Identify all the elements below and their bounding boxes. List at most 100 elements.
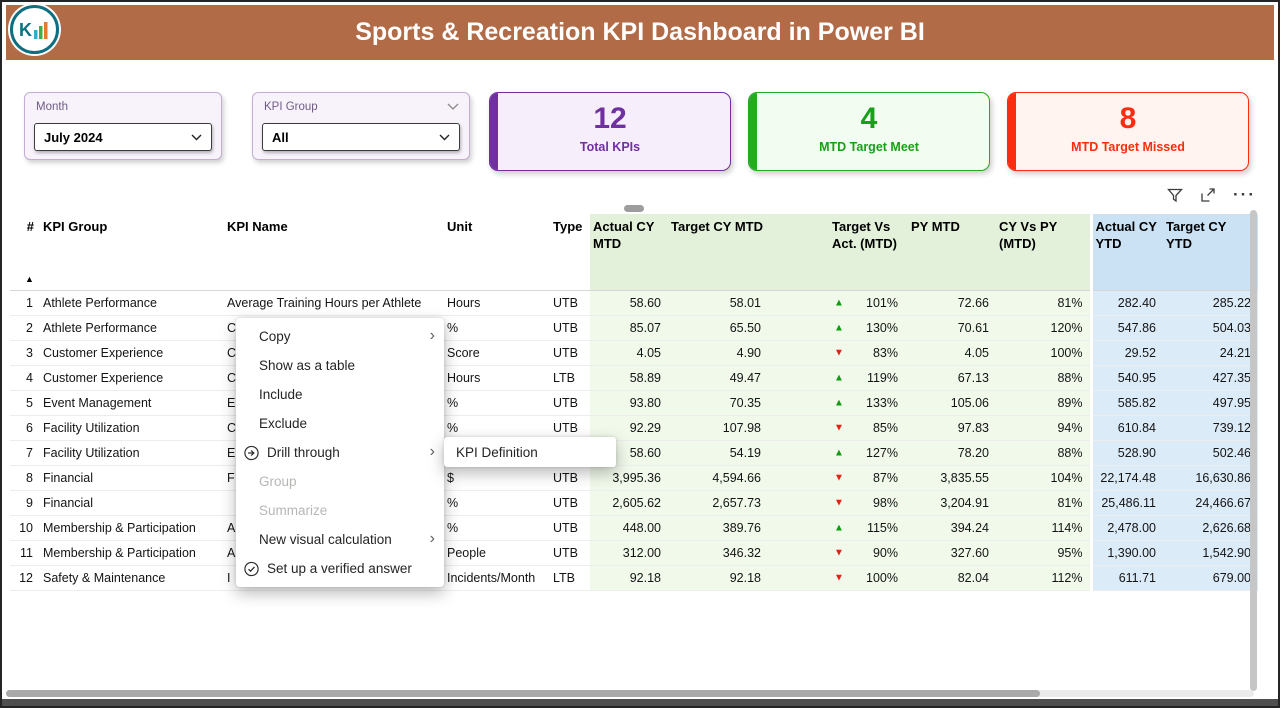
cell-actual-cy-mtd[interactable]: 3,995.36 [590,465,668,491]
cell-target-vs-actual[interactable]: ▲ 127% [768,440,908,466]
cell-cy-vs-py[interactable]: 104% [996,465,1091,491]
cell-target-vs-actual[interactable]: ▼ 87% [768,465,908,491]
cell-index[interactable]: 12 [10,565,40,591]
cell-cy-vs-py[interactable]: 89% [996,390,1091,416]
column-header-kpi-group[interactable]: KPI Group [40,214,224,291]
table-row[interactable]: 7 Facility Utilization E 58.60 54.19 ▲ 127% 78.… [10,440,1258,466]
cell-target-cy-mtd[interactable]: 4,594.66 [668,465,768,491]
menu-item-include[interactable]: Include [236,380,444,409]
cell-cy-vs-py[interactable]: 81% [996,290,1091,316]
cell-kpi-group[interactable]: Financial [40,465,224,491]
column-header-actual-cy-ytd[interactable]: Actual CY YTD [1089,214,1163,291]
table-row[interactable]: 8 Financial F $ UTB 3,995.36 4,594.66 ▼ 87% 3,835… [10,465,1258,491]
cell-index[interactable]: 1 [10,290,40,316]
menu-item-exclude[interactable]: Exclude [236,409,444,438]
cell-actual-cy-ytd[interactable]: 528.90 [1089,440,1163,466]
cell-index[interactable]: 11 [10,540,40,566]
cell-cy-vs-py[interactable]: 88% [996,365,1091,391]
cell-type[interactable]: UTB [550,390,590,416]
table-row[interactable]: 4 Customer Experience C Hours LTB 58.89 49.47 ▲… [10,365,1258,391]
cell-target-cy-ytd[interactable]: 24,466.67 [1163,490,1258,516]
cell-index[interactable]: 2 [10,315,40,341]
cell-index[interactable]: 4 [10,365,40,391]
cell-py-mtd[interactable]: 97.83 [908,415,996,441]
cell-target-vs-actual[interactable]: ▲ 101% [768,290,908,316]
cell-actual-cy-ytd[interactable]: 282.40 [1089,290,1163,316]
cell-actual-cy-mtd[interactable]: 92.29 [590,415,668,441]
cell-actual-cy-mtd[interactable]: 58.89 [590,365,668,391]
cell-cy-vs-py[interactable]: 94% [996,415,1091,441]
cell-actual-cy-mtd[interactable]: 92.18 [590,565,668,591]
column-header-target-cy-ytd[interactable]: Target CY YTD [1163,214,1258,291]
cell-target-cy-mtd[interactable]: 92.18 [668,565,768,591]
cell-py-mtd[interactable]: 327.60 [908,540,996,566]
cell-kpi-group[interactable]: Safety & Maintenance [40,565,224,591]
cell-target-cy-ytd[interactable]: 502.46 [1163,440,1258,466]
cell-target-cy-mtd[interactable]: 389.76 [668,515,768,541]
cell-target-cy-ytd[interactable]: 285.22 [1163,290,1258,316]
cell-kpi-group[interactable]: Financial [40,490,224,516]
cell-target-vs-actual[interactable]: ▼ 85% [768,415,908,441]
cell-cy-vs-py[interactable]: 95% [996,540,1091,566]
table-row[interactable]: 10 Membership & Participation A% UTB 448.00 3… [10,515,1258,541]
cell-index[interactable]: 9 [10,490,40,516]
cell-actual-cy-mtd[interactable]: 85.07 [590,315,668,341]
cell-target-cy-mtd[interactable]: 49.47 [668,365,768,391]
cell-py-mtd[interactable]: 3,835.55 [908,465,996,491]
cell-index[interactable]: 10 [10,515,40,541]
cell-type[interactable]: UTB [550,315,590,341]
cell-py-mtd[interactable]: 394.24 [908,515,996,541]
cell-target-vs-actual[interactable]: ▲ 119% [768,365,908,391]
column-header-type[interactable]: Type [550,214,590,291]
cell-actual-cy-ytd[interactable]: 610.84 [1089,415,1163,441]
cell-unit[interactable]: Hours [444,365,550,391]
cell-kpi-group[interactable]: Customer Experience [40,365,224,391]
cell-actual-cy-mtd[interactable]: 58.60 [590,290,668,316]
cell-type[interactable]: LTB [550,365,590,391]
menu-item-new-visual-calculation[interactable]: New visual calculation › [236,525,444,554]
cell-kpi-group[interactable]: Facility Utilization [40,415,224,441]
column-header-index[interactable]: # ▲ [10,214,40,291]
cell-unit[interactable]: $ [444,465,550,491]
table-row[interactable]: 5 Event Management E% UTB 93.80 70.35 ▲ 133% 105… [10,390,1258,416]
menu-item-set-up-verified-answer[interactable]: Set up a verified answer [236,554,444,583]
cell-actual-cy-ytd[interactable]: 540.95 [1089,365,1163,391]
cell-target-vs-actual[interactable]: ▼ 100% [768,565,908,591]
cell-target-vs-actual[interactable]: ▲ 130% [768,315,908,341]
cell-py-mtd[interactable]: 70.61 [908,315,996,341]
cell-actual-cy-ytd[interactable]: 25,486.11 [1089,490,1163,516]
cell-py-mtd[interactable]: 105.06 [908,390,996,416]
cell-unit[interactable]: Score [444,340,550,366]
cell-cy-vs-py[interactable]: 81% [996,490,1091,516]
cell-py-mtd[interactable]: 3,204.91 [908,490,996,516]
column-header-kpi-name[interactable]: KPI Name [224,214,444,291]
cell-target-cy-ytd[interactable]: 739.12 [1163,415,1258,441]
cell-py-mtd[interactable]: 72.66 [908,290,996,316]
vertical-scrollbar[interactable] [1250,210,1257,691]
focus-mode-icon[interactable] [1200,187,1216,203]
cell-cy-vs-py[interactable]: 112% [996,565,1091,591]
table-row[interactable]: 11 Membership & Participation A People UTB 31… [10,540,1258,566]
cell-index[interactable]: 5 [10,390,40,416]
table-row[interactable]: 3 Customer Experience C Score UTB 4.05 4.90 ▼ 83… [10,340,1258,366]
cell-type[interactable]: UTB [550,290,590,316]
cell-target-cy-mtd[interactable]: 4.90 [668,340,768,366]
cell-target-vs-actual[interactable]: ▼ 98% [768,490,908,516]
cell-cy-vs-py[interactable]: 120% [996,315,1091,341]
cell-target-cy-ytd[interactable]: 16,630.86 [1163,465,1258,491]
table-row[interactable]: 2 Athlete Performance C% UTB 85.07 65.50 ▲ 130%… [10,315,1258,341]
menu-item-copy[interactable]: Copy › [236,322,444,351]
cell-actual-cy-ytd[interactable]: 2,478.00 [1089,515,1163,541]
cell-target-cy-mtd[interactable]: 346.32 [668,540,768,566]
cell-type[interactable]: LTB [550,565,590,591]
cell-actual-cy-ytd[interactable]: 611.71 [1089,565,1163,591]
column-header-actual-cy-mtd[interactable]: Actual CY MTD [590,214,668,291]
cell-target-cy-mtd[interactable]: 107.98 [668,415,768,441]
cell-cy-vs-py[interactable]: 114% [996,515,1091,541]
cell-target-vs-actual[interactable]: ▲ 133% [768,390,908,416]
cell-target-cy-ytd[interactable]: 679.00 [1163,565,1258,591]
cell-actual-cy-mtd[interactable]: 448.00 [590,515,668,541]
cell-target-cy-ytd[interactable]: 2,626.68 [1163,515,1258,541]
cell-unit[interactable]: % [444,315,550,341]
cell-target-vs-actual[interactable]: ▼ 83% [768,340,908,366]
